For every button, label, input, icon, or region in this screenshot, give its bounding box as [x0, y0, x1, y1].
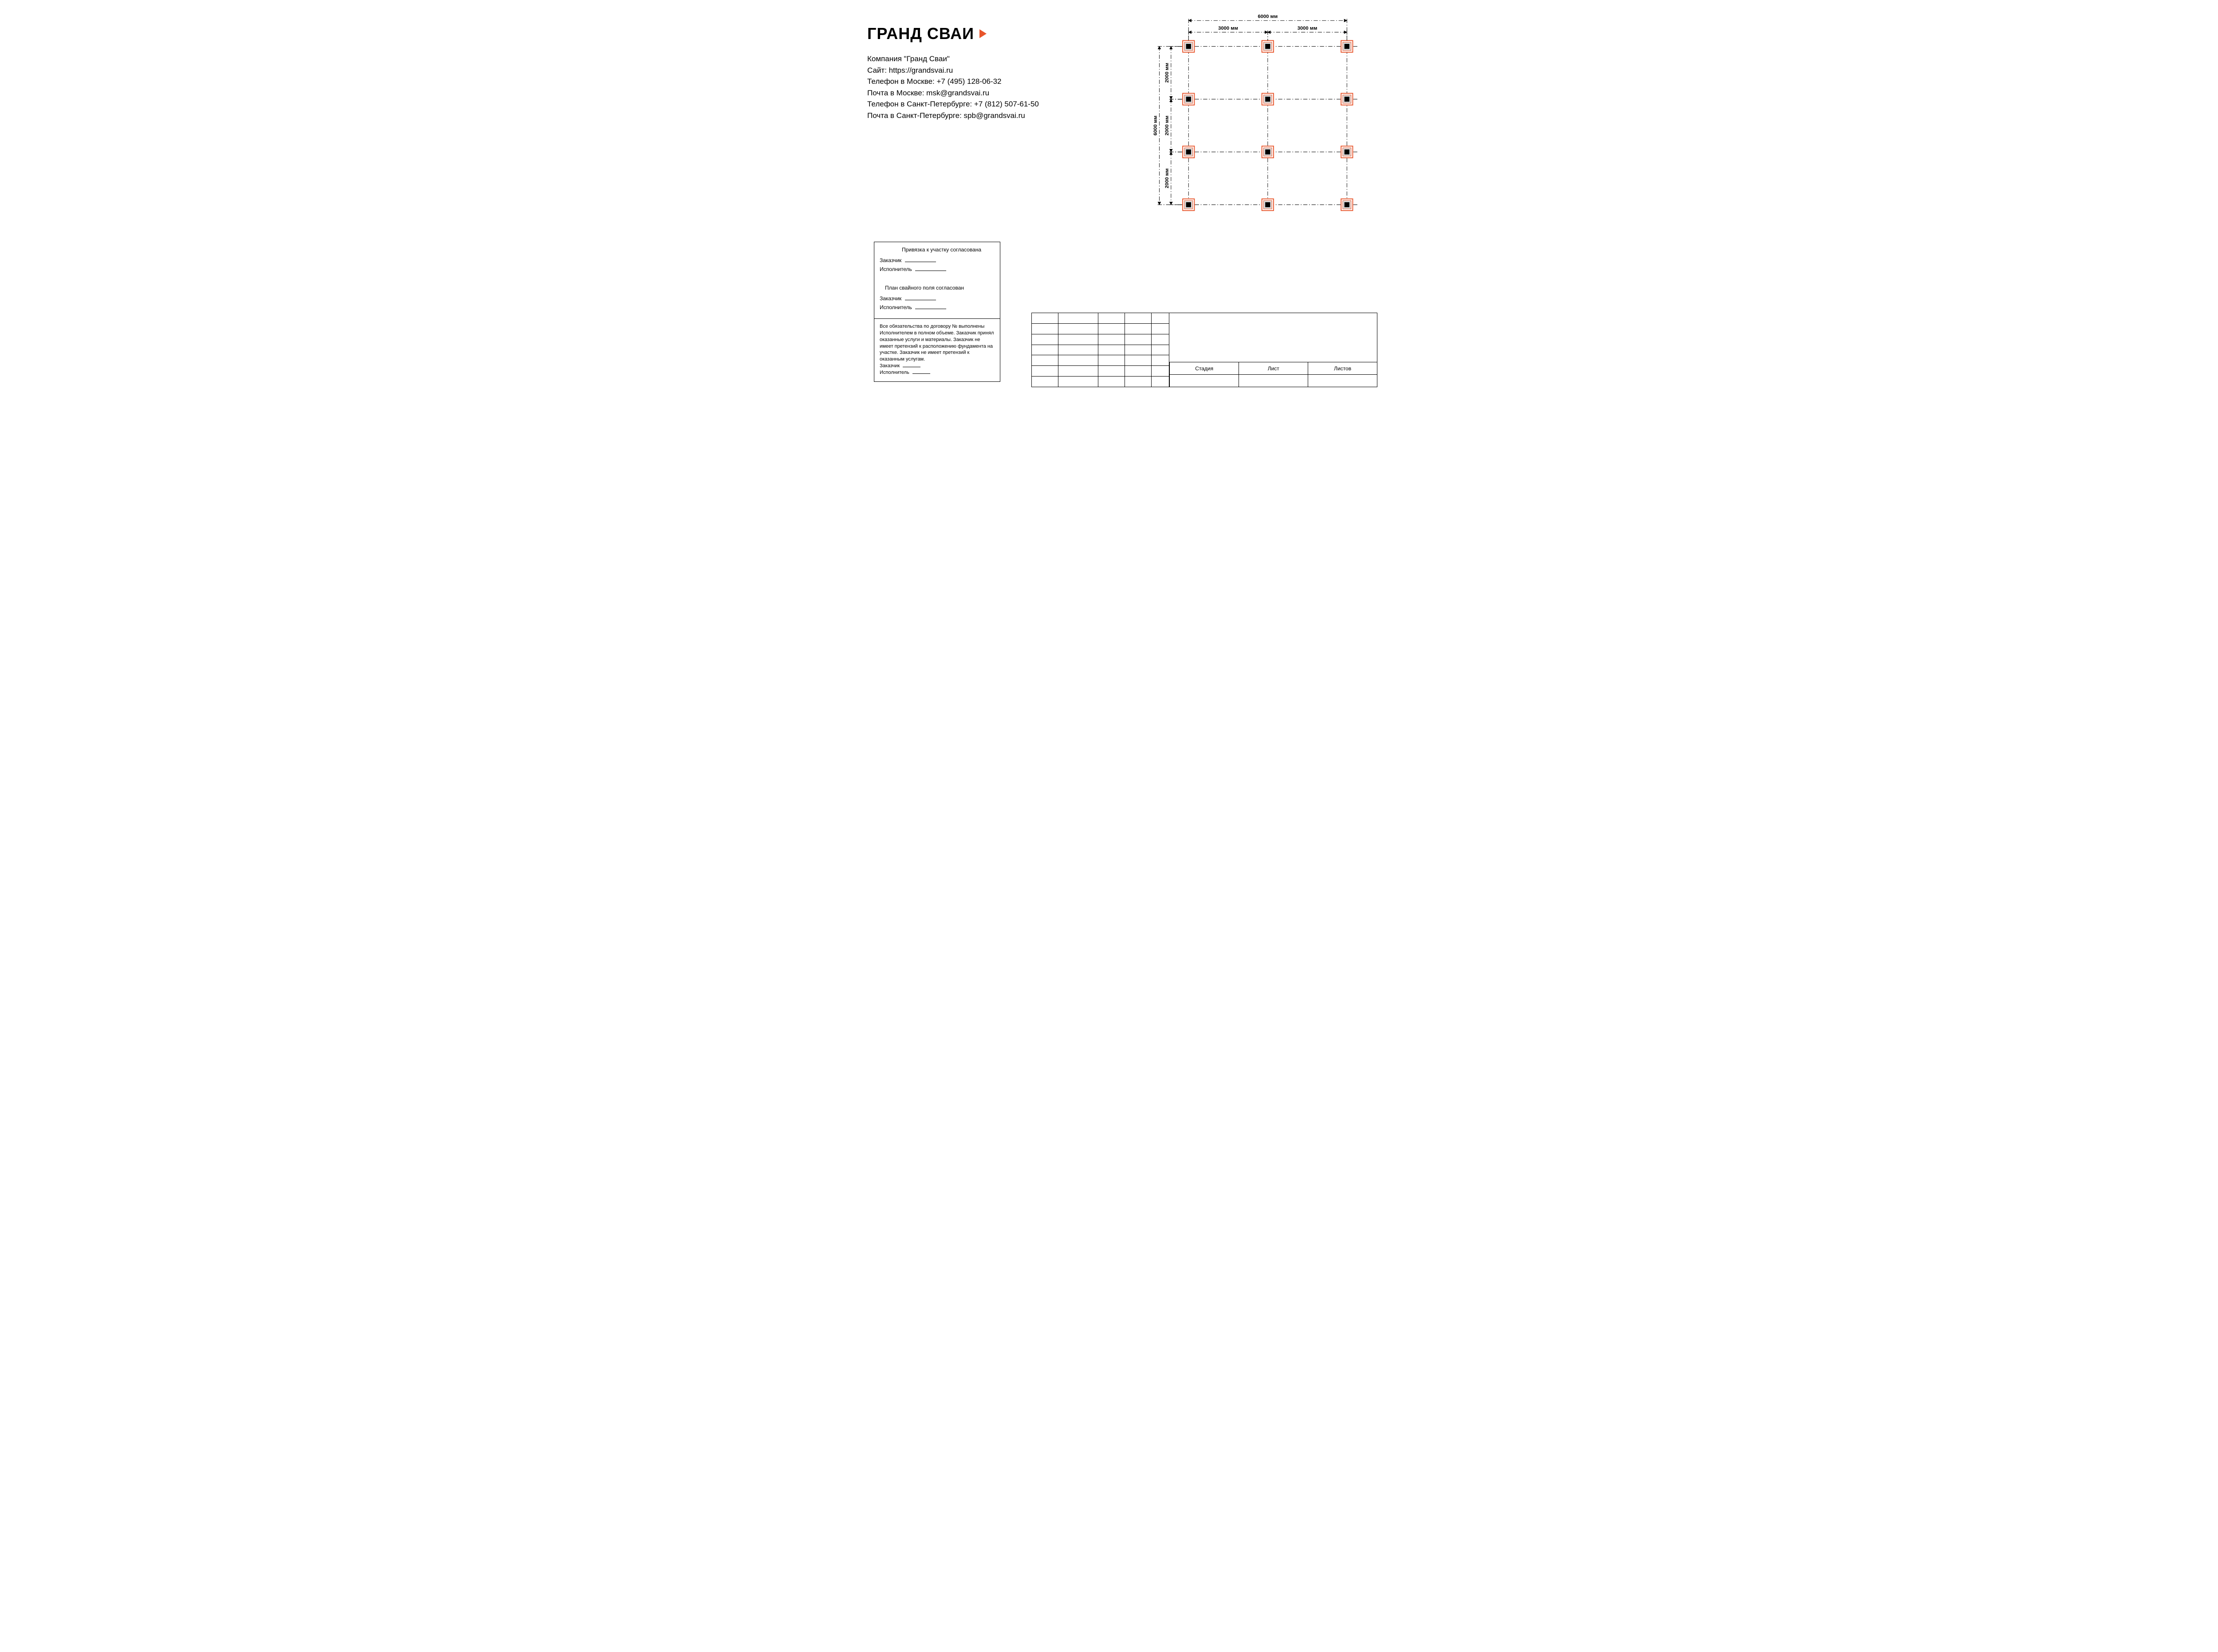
company-info-line: Почта в Санкт-Петербурге: spb@grandsvai.… [867, 110, 1039, 122]
title-block-cell [1032, 323, 1058, 334]
title-block-cell [1032, 377, 1058, 387]
title-block-left-grid [1031, 313, 1169, 387]
title-block-cell [1152, 345, 1169, 355]
contractor-sign-line-2: Исполнитель [880, 304, 995, 310]
svg-text:2000 мм: 2000 мм [1164, 169, 1170, 188]
header-sheet: Лист [1239, 362, 1308, 375]
customer-sign-line-2: Заказчик [880, 295, 995, 302]
value-sheets [1308, 375, 1377, 387]
pile-grid-diagram: 6000 мм 3000 мм 3000 мм 6000 мм 2000 мм 2000 … [1136, 9, 1371, 217]
title-block-cell [1058, 334, 1098, 345]
drawing-sheet: ГРАНД СВАИ Компания "Гранд Сваи"Сайт: ht… [821, 0, 1397, 408]
title-block-cell [1125, 355, 1152, 366]
title-block-cell [1098, 323, 1125, 334]
svg-text:2000 мм: 2000 мм [1164, 63, 1170, 83]
value-stage [1170, 375, 1239, 387]
approval-title-2: План свайного поля согласован [880, 285, 995, 291]
company-info-line: Телефон в Москве: +7 (495) 128-06-32 [867, 76, 1039, 87]
title-block-cell [1152, 377, 1169, 387]
company-info-line: Сайт: https://grandsvai.ru [867, 65, 1039, 76]
approval-title-1: Привязка к участку согласована [880, 247, 995, 253]
title-block-cell [1125, 334, 1152, 345]
title-block-cell [1152, 355, 1169, 366]
title-block-cell [1058, 355, 1098, 366]
approval-note-text: Все обязательства по договору № выполнен… [880, 323, 995, 376]
title-block-cell [1125, 366, 1152, 377]
title-block-cell [1032, 355, 1058, 366]
value-sheet [1239, 375, 1308, 387]
title-block-cell [1032, 345, 1058, 355]
title-block-cell [1125, 323, 1152, 334]
company-info-block: Компания "Гранд Сваи"Сайт: https://grand… [867, 53, 1039, 121]
title-block-cell [1098, 355, 1125, 366]
title-block-cell [1058, 345, 1098, 355]
company-info-line: Телефон в Санкт-Петербурге: +7 (812) 507… [867, 98, 1039, 110]
approval-section-1: Привязка к участку согласована Заказчик … [874, 242, 1000, 280]
header-stage: Стадия [1170, 362, 1239, 375]
title-block-lower-row: Стадия Лист Листов [1169, 362, 1377, 387]
contractor-sign-line-1: Исполнитель [880, 266, 995, 272]
approval-note-section: Все обязательства по договору № выполнен… [874, 318, 1000, 381]
title-block-cell [1125, 313, 1152, 324]
company-info-line: Компания "Гранд Сваи" [867, 53, 1039, 65]
title-block-cell [1098, 334, 1125, 345]
title-block-cell [1098, 377, 1125, 387]
title-block-cell [1098, 366, 1125, 377]
svg-text:6000 мм: 6000 мм [1258, 14, 1278, 20]
title-block-right: Стадия Лист Листов [1169, 313, 1377, 387]
company-info-line: Почта в Москве: msk@grandsvai.ru [867, 87, 1039, 99]
title-block-cell [1152, 313, 1169, 324]
title-block-cell [1058, 313, 1098, 324]
title-block-cell [1032, 334, 1058, 345]
title-block: Стадия Лист Листов [1031, 313, 1377, 387]
svg-text:3000 мм: 3000 мм [1218, 26, 1238, 31]
title-block-upper-cell [1169, 313, 1377, 362]
company-logo: ГРАНД СВАИ [867, 24, 987, 43]
title-block-cell [1152, 366, 1169, 377]
title-block-cell [1152, 323, 1169, 334]
title-block-cell [1058, 377, 1098, 387]
title-block-cell [1125, 377, 1152, 387]
title-block-cell [1098, 313, 1125, 324]
title-block-cell [1098, 345, 1125, 355]
title-block-cell [1125, 345, 1152, 355]
svg-text:2000 мм: 2000 мм [1164, 116, 1170, 136]
customer-sign-line-1: Заказчик [880, 257, 995, 263]
title-block-cell [1058, 323, 1098, 334]
svg-text:3000 мм: 3000 мм [1298, 26, 1317, 31]
title-block-stage-table: Стадия Лист Листов [1170, 362, 1377, 387]
logo-text: ГРАНД СВАИ [867, 24, 974, 43]
approval-box: Привязка к участку согласована Заказчик … [874, 242, 1000, 382]
title-block-cell [1152, 334, 1169, 345]
logo-triangle-icon [979, 29, 987, 38]
title-block-cell [1032, 313, 1058, 324]
title-block-cell [1058, 366, 1098, 377]
title-block-cell [1032, 366, 1058, 377]
approval-section-2: План свайного поля согласован Заказчик И… [874, 280, 1000, 318]
svg-text:6000 мм: 6000 мм [1153, 116, 1158, 136]
header-sheets: Листов [1308, 362, 1377, 375]
